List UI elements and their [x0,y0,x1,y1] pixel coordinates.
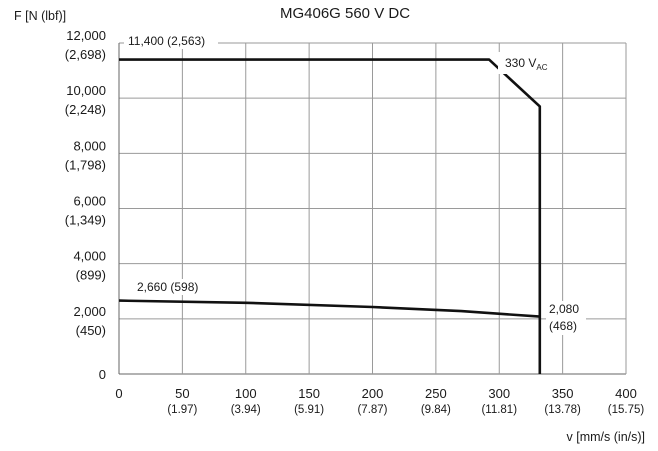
x-tick-label: 400 [615,386,637,401]
x-tick-sublabel: (11.81) [481,404,517,416]
x-tick-sublabel: (3.94) [231,404,261,416]
x-tick-sublabel: (9.84) [421,404,451,416]
x-tick-label: 350 [552,386,574,401]
x-axis-label: v [mm/s (in/s)] [567,430,645,444]
y-tick-label: 2,000 [73,304,106,319]
y-tick-sublabel: (2,248) [65,102,106,117]
annotation-end-force-lbf: (468) [549,319,577,333]
y-tick-label: 6,000 [73,194,106,209]
x-tick-label: 250 [425,386,447,401]
y-tick-sublabel: (2,698) [65,47,106,62]
annotation-end-force: 2,080 [549,302,579,316]
x-tick-label: 150 [298,386,320,401]
annotation-peak-force: 11,400 (2,563) [128,34,205,48]
annotation-background [124,33,218,49]
y-tick-label: 12,000 [66,28,106,43]
x-tick-sublabel: (5.91) [294,404,324,416]
x-tick-sublabel: (1.97) [167,404,197,416]
y-tick-label: 4,000 [73,249,106,264]
x-tick-label: 100 [235,386,257,401]
x-tick-label: 300 [488,386,510,401]
y-tick-label: 8,000 [73,138,106,153]
annotation-voltage-subscript: AC [536,63,547,72]
y-tick-label: 10,000 [66,83,106,98]
x-tick-label: 50 [175,386,189,401]
x-tick-sublabel: (15.75) [608,404,645,416]
continuous-force-curve [118,299,540,318]
x-tick-label: 0 [115,386,122,401]
y-tick-sublabel: (1,798) [65,157,106,172]
max-force-curve [119,58,542,374]
x-tick-label: 200 [362,386,384,401]
annotation-background [134,279,208,295]
x-tick-sublabel: (13.78) [544,404,581,416]
annotation-background [546,301,586,335]
y-tick-label: 0 [99,367,106,382]
chart-title: MG406G 560 V DC [280,5,410,22]
x-tick-sublabel: (7.87) [357,404,387,416]
annotation-background [498,52,562,74]
y-tick-sublabel: (1,349) [65,213,106,228]
y-axis-label: F [N (lbf)] [14,9,66,23]
y-tick-sublabel: (450) [76,323,106,338]
annotation-start-force: 2,660 (598) [137,280,198,294]
y-tick-sublabel: (899) [76,268,106,283]
